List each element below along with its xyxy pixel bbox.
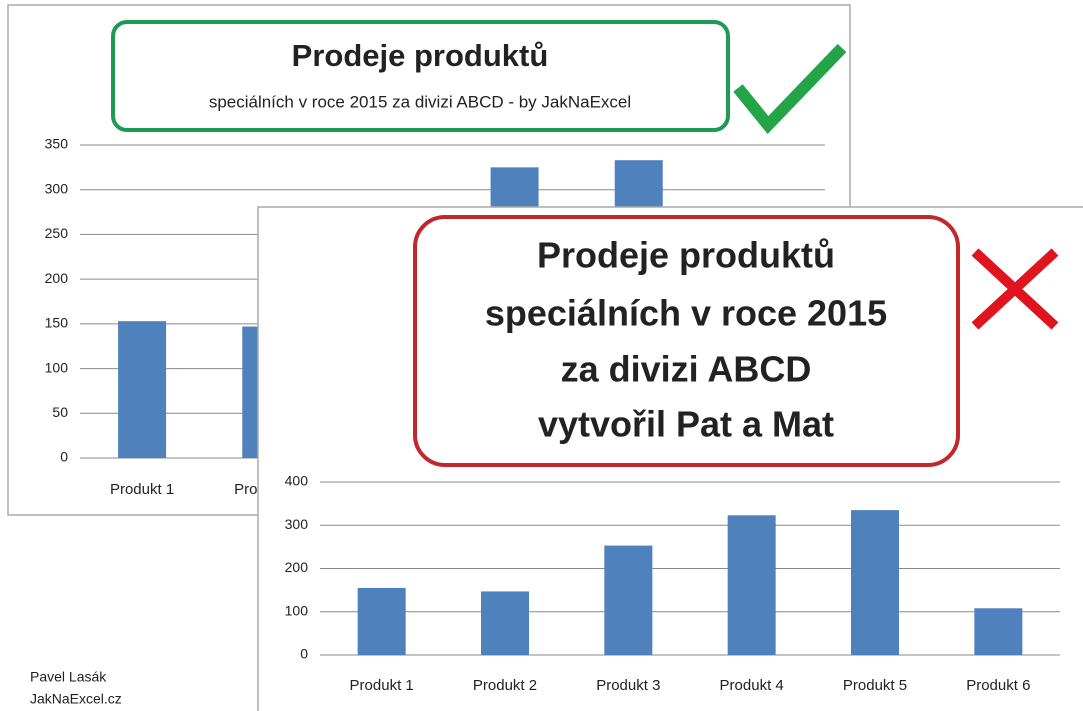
- title-box: [413, 215, 960, 467]
- cross-icon: [971, 248, 1059, 330]
- bar: [481, 591, 529, 655]
- chart-title: za divizi ABCD: [561, 349, 812, 390]
- chart-title: Prodeje produktů: [292, 38, 549, 73]
- website: JakNaExcel.cz: [30, 691, 122, 707]
- y-tick-label: 300: [285, 516, 309, 532]
- x-tick-label: Produkt 3: [596, 677, 660, 694]
- bar: [727, 515, 776, 655]
- bar: [118, 321, 167, 458]
- bar: [604, 545, 653, 655]
- check-icon: [733, 43, 847, 135]
- chart-title: speciálních v roce 2015: [485, 293, 887, 334]
- x-tick-label: Produkt 2: [473, 677, 537, 694]
- y-tick-label: 350: [45, 136, 69, 152]
- y-tick-label: 50: [52, 404, 68, 420]
- bar: [357, 587, 406, 655]
- y-tick-label: 100: [285, 602, 309, 618]
- author: Pavel Lasák: [30, 669, 107, 685]
- bar: [851, 510, 899, 655]
- front-chart: Prodeje produktů speciálních v roce 2015…: [257, 206, 1083, 711]
- chart-subtitle: speciálních v roce 2015 za divizi ABCD -…: [209, 92, 631, 111]
- x-tick-label: Produkt 1: [110, 481, 174, 498]
- x-tick-label: Produkt 6: [966, 677, 1030, 694]
- bar: [974, 608, 1023, 655]
- y-tick-label: 400: [285, 473, 309, 489]
- y-tick-label: 200: [285, 559, 309, 575]
- y-tick-label: 250: [45, 225, 69, 241]
- chart-title: Prodeje produktů: [537, 235, 835, 276]
- x-tick-label: Produkt 5: [843, 677, 907, 694]
- y-tick-label: 150: [45, 315, 69, 331]
- title-box: [111, 20, 730, 132]
- y-tick-label: 0: [300, 646, 308, 662]
- y-tick-label: 0: [60, 449, 68, 465]
- x-tick-label: Produkt 4: [720, 677, 784, 694]
- y-tick-label: 100: [45, 359, 69, 375]
- chart-title: vytvořil Pat a Mat: [538, 404, 834, 445]
- x-tick-label: Produkt 1: [350, 677, 414, 694]
- y-tick-label: 200: [45, 270, 69, 286]
- y-tick-label: 300: [45, 180, 69, 196]
